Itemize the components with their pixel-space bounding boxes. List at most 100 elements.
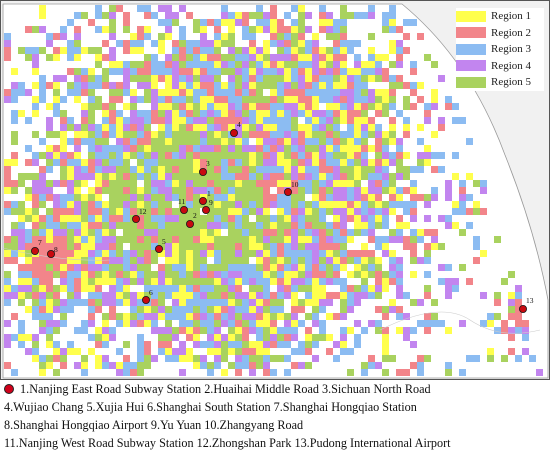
region-cell [109, 61, 116, 68]
region-cell [291, 299, 298, 306]
caption-text: 4.Wujiao Chang 5.Xujia Hui 6.Shanghai So… [4, 400, 417, 414]
region-cell [32, 348, 39, 355]
region-cell [235, 159, 242, 166]
region-cell [277, 201, 284, 208]
region-cell [284, 222, 291, 229]
region-cell [88, 131, 95, 138]
region-cell [60, 250, 67, 257]
region-cell [81, 173, 88, 180]
region-cell [102, 299, 109, 306]
region-cell [137, 341, 144, 348]
region-cell [130, 320, 137, 327]
region-cell [193, 166, 200, 173]
region-cell [116, 82, 123, 89]
region-cell [347, 47, 354, 54]
region-cell [39, 222, 46, 229]
region-cell [340, 201, 347, 208]
region-cell [18, 110, 25, 117]
region-cell [249, 26, 256, 33]
region-cell [4, 257, 11, 264]
region-cell [410, 271, 417, 278]
region-cell [221, 117, 228, 124]
region-cell [165, 5, 172, 12]
region-cell [284, 103, 291, 110]
region-cell [46, 194, 53, 201]
region-cell [46, 124, 53, 131]
region-cell [389, 89, 396, 96]
region-cell [11, 68, 18, 75]
region-cell [60, 215, 67, 222]
region-cell [4, 201, 11, 208]
region-cell [487, 313, 494, 320]
region-cell [459, 180, 466, 187]
region-cell [235, 145, 242, 152]
region-cell [193, 138, 200, 145]
region-cell [319, 145, 326, 152]
region-cell [172, 285, 179, 292]
region-cell [263, 26, 270, 33]
region-cell [319, 138, 326, 145]
region-cell [277, 257, 284, 264]
region-cell [298, 145, 305, 152]
region-cell [53, 54, 60, 61]
region-cell [32, 278, 39, 285]
region-cell [144, 33, 151, 40]
region-cell [277, 271, 284, 278]
region-cell [270, 5, 277, 12]
region-cell [277, 187, 284, 194]
region-cell [396, 278, 403, 285]
region-cell [81, 159, 88, 166]
region-cell [144, 320, 151, 327]
region-cell [144, 138, 151, 145]
region-cell [312, 166, 319, 173]
region-cell [284, 145, 291, 152]
region-cell [319, 264, 326, 271]
region-cell [242, 12, 249, 19]
region-cell [4, 40, 11, 47]
region-cell [291, 124, 298, 131]
region-cell [424, 201, 431, 208]
region-cell [361, 243, 368, 250]
region-cell [53, 159, 60, 166]
region-cell [214, 40, 221, 47]
region-cell [88, 19, 95, 26]
region-cell [326, 68, 333, 75]
region-cell [368, 124, 375, 131]
region-cell [361, 159, 368, 166]
region-cell [186, 313, 193, 320]
region-cell [186, 327, 193, 334]
region-cell [368, 75, 375, 82]
region-cell [452, 117, 459, 124]
region-cell [25, 194, 32, 201]
region-cell [354, 292, 361, 299]
region-cell [256, 89, 263, 96]
region-cell [137, 299, 144, 306]
region-cell [60, 47, 67, 54]
region-cell [403, 103, 410, 110]
region-cell [46, 82, 53, 89]
region-cell [221, 222, 228, 229]
region-cell [172, 257, 179, 264]
region-cell [172, 68, 179, 75]
region-cell [214, 243, 221, 250]
region-cell [235, 334, 242, 341]
region-cell [249, 145, 256, 152]
region-cell [326, 33, 333, 40]
region-cell [242, 166, 249, 173]
region-cell [298, 82, 305, 89]
region-cell [53, 229, 60, 236]
region-cell [4, 271, 11, 278]
region-cell [102, 159, 109, 166]
station-marker [30, 246, 39, 255]
region-cell [340, 194, 347, 201]
region-cell [361, 68, 368, 75]
region-cell [186, 215, 193, 222]
region-cell [158, 47, 165, 54]
region-cell [123, 12, 130, 19]
region-cell [396, 285, 403, 292]
region-cell [32, 103, 39, 110]
region-cell [172, 229, 179, 236]
region-cell [137, 236, 144, 243]
region-cell [186, 117, 193, 124]
region-cell [25, 229, 32, 236]
